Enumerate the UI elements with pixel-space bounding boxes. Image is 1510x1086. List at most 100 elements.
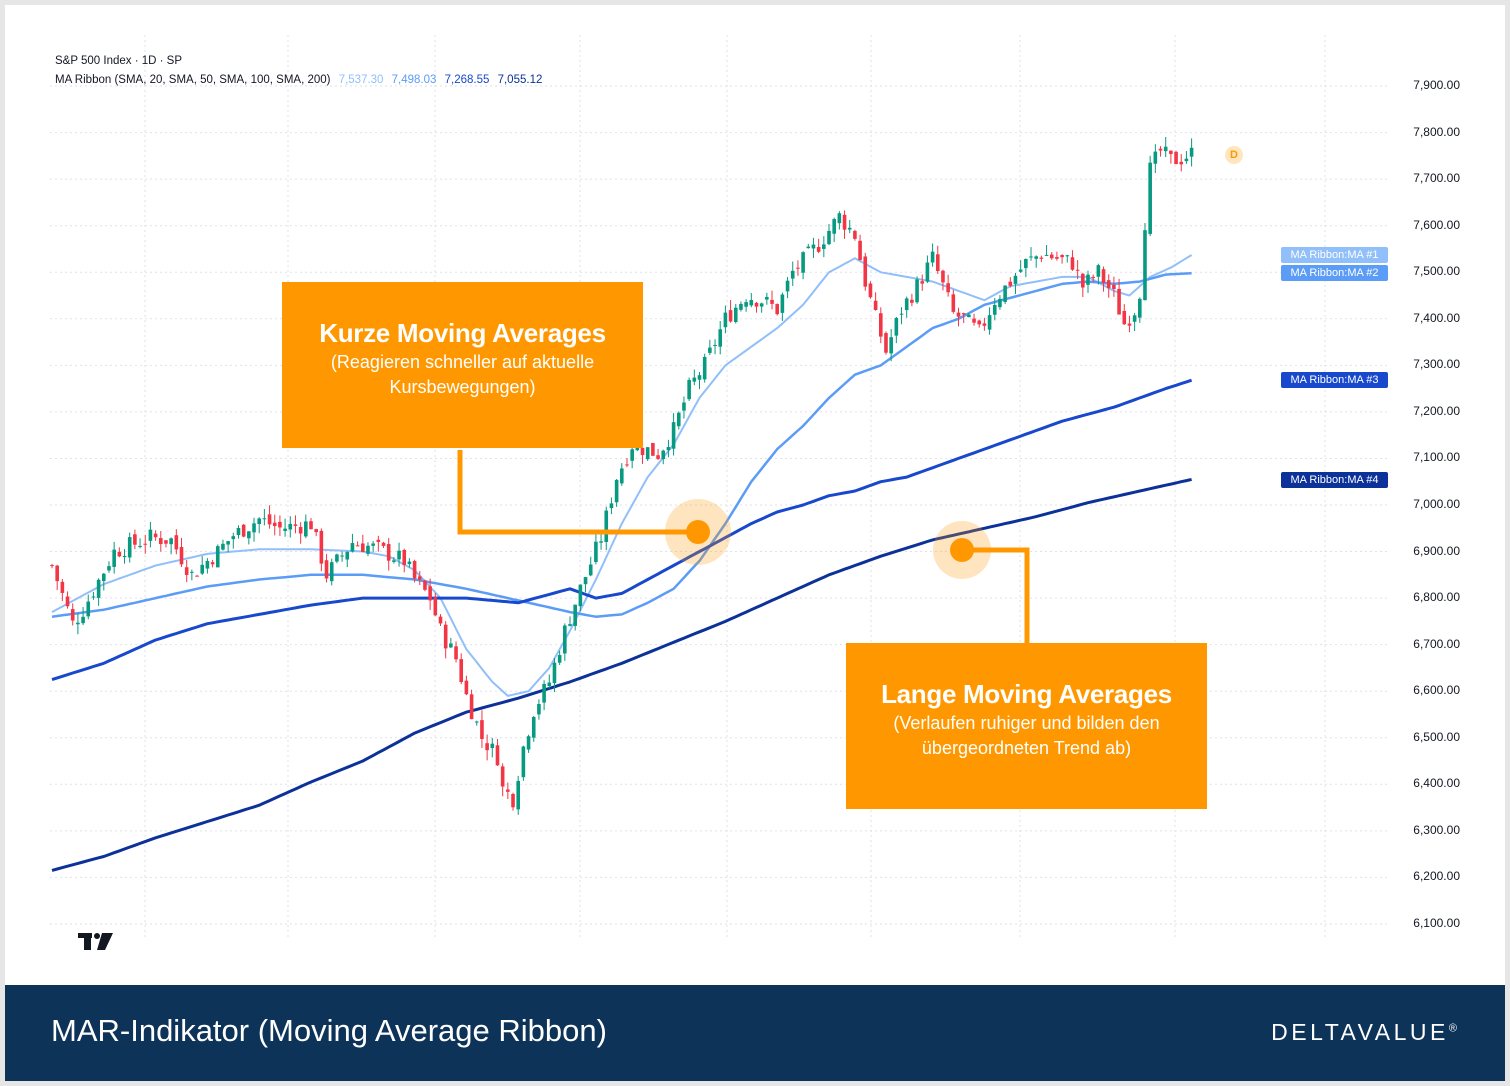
candle-body [148, 529, 153, 541]
candle-body [998, 298, 1002, 308]
price-axis-label: 7,600.00 [1413, 217, 1460, 232]
price-axis-label: 6,700.00 [1413, 636, 1460, 651]
price-axis-label: 7,000.00 [1413, 497, 1460, 511]
candle-body [122, 555, 127, 558]
candle-body [252, 523, 256, 533]
candle-body [366, 545, 370, 554]
candle-body [340, 555, 344, 557]
candle-body [832, 219, 836, 234]
price-axis-label: 7,300.00 [1413, 357, 1460, 372]
candle-body [91, 596, 96, 598]
candle-body [790, 270, 795, 279]
candle-body [314, 529, 318, 533]
ma-tag-4: MA Ribbon:MA #4 [1281, 472, 1388, 488]
candle-body [899, 313, 904, 315]
candle-body [65, 596, 70, 607]
candle-body [925, 262, 930, 282]
candle-body [682, 402, 686, 411]
candle-body [158, 538, 163, 545]
price-axis-label: 7,900.00 [1413, 78, 1460, 93]
candle-body [775, 304, 779, 315]
candle-body [76, 622, 80, 625]
candle-body [407, 561, 412, 565]
candle-body [1060, 255, 1064, 258]
candle-body [127, 537, 132, 558]
candle-body [257, 518, 261, 525]
ma-line-1 [51, 254, 1193, 697]
candle-body [1086, 274, 1090, 285]
chart-canvas [50, 35, 1390, 940]
callout-short-subtitle: (Reagieren schneller auf aktuelle Kursbe… [330, 352, 595, 397]
candle-body [770, 299, 774, 304]
candle-body [692, 377, 697, 382]
candle-body [920, 281, 925, 284]
candle-body [1153, 151, 1158, 164]
candle-body [822, 244, 826, 249]
footer-title: MAR-Indikator (Moving Average Ribbon) [51, 1013, 607, 1048]
candle-body [718, 329, 723, 347]
candle-body [547, 682, 552, 687]
price-axis-label: 6,800.00 [1413, 590, 1460, 605]
candle-body [412, 561, 417, 579]
candle-body [272, 522, 277, 526]
candle-body [70, 609, 75, 621]
candle-body [267, 514, 272, 525]
candle-body [1179, 161, 1184, 165]
candle-body [816, 246, 821, 252]
candle-body [972, 318, 976, 323]
candle-body [345, 551, 350, 560]
chart-frame: S&P 500 Index · 1D · SP MA Ribbon (SMA, … [5, 5, 1505, 1081]
candle-body [1044, 254, 1049, 256]
candle-body [661, 450, 666, 460]
candle-body [417, 576, 422, 580]
candle-body [765, 296, 769, 300]
candle-body [221, 543, 225, 550]
candle-body [200, 564, 205, 574]
candle-body [941, 270, 945, 283]
candle-body [490, 743, 495, 749]
candle-body [371, 543, 375, 546]
candle-body [226, 541, 230, 545]
candle-body [262, 518, 267, 520]
candle-body [1158, 148, 1163, 151]
candle-body [992, 305, 997, 315]
candle-body [506, 789, 510, 792]
candle-body [464, 680, 469, 695]
candle-body [671, 422, 676, 449]
candle-body [796, 267, 800, 269]
candle-body [977, 320, 982, 325]
price-axis-label: 7,700.00 [1413, 171, 1460, 186]
candle-body [1029, 256, 1033, 258]
candle-body [1148, 162, 1152, 234]
candle-body [759, 303, 764, 307]
candle-body [676, 412, 681, 427]
chart-symbol-line: S&P 500 Index · 1D · SP [55, 55, 182, 67]
candle-body [443, 624, 448, 649]
tradingview-logo-icon[interactable] [78, 933, 114, 951]
candle-body [811, 244, 816, 249]
candle-body [713, 344, 717, 346]
candle-body [744, 302, 748, 307]
dividend-badge[interactable]: D [1225, 146, 1243, 164]
candle-body [723, 312, 728, 328]
candle-body [578, 584, 583, 607]
candle-body [1101, 269, 1106, 283]
candle-body [438, 616, 443, 624]
price-axis-label: 6,500.00 [1413, 729, 1460, 744]
ma1-value: 7,537.30 [338, 74, 384, 86]
price-axis-label: 6,100.00 [1413, 915, 1460, 930]
candle-body [153, 533, 158, 538]
candle-body [967, 314, 971, 318]
candle-body [1106, 280, 1111, 289]
long-callout-connector [962, 547, 1030, 643]
candle-body [640, 447, 645, 456]
candle-body [521, 746, 526, 778]
candle-body [55, 565, 59, 582]
candle-body [397, 550, 401, 560]
candle-body [537, 704, 541, 715]
callout-connectors [457, 450, 1030, 643]
candle-body [1008, 281, 1013, 286]
candle-body [500, 766, 505, 787]
candle-body [557, 655, 562, 663]
candle-body [361, 543, 365, 552]
